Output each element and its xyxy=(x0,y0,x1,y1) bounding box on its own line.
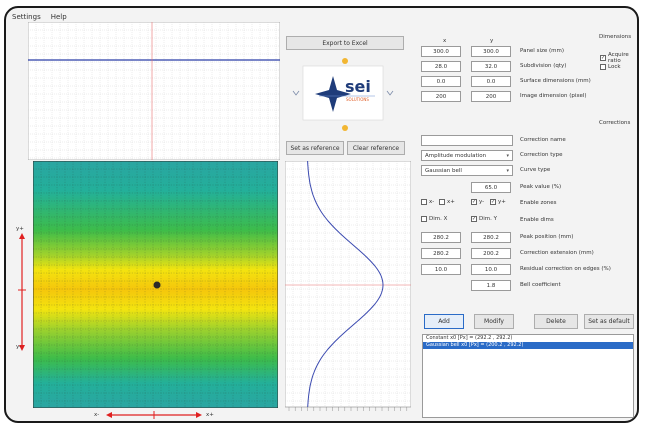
correction-name-label: Correction name xyxy=(520,137,566,143)
logo-subtext: SOLUTIONS xyxy=(346,97,369,102)
app-window: Settings Help xyxy=(4,6,639,423)
peak-value-field[interactable]: 65.0 xyxy=(471,182,511,193)
checkbox-icon xyxy=(439,199,445,205)
zone-y-minus-checkbox[interactable]: ✓ y- xyxy=(471,199,484,205)
x-axis-arrow xyxy=(106,411,202,419)
peak-value-label: Peak value (%) xyxy=(520,184,562,190)
dim-x-label: Dim. X xyxy=(429,216,448,222)
checkbox-icon xyxy=(600,64,606,70)
set-as-default-button[interactable]: Set as default xyxy=(584,314,634,329)
dim-y-field-2[interactable]: 0.0 xyxy=(471,76,511,87)
dim-y-field-1[interactable]: 32.0 xyxy=(471,61,511,72)
clear-reference-button[interactable]: Clear reference xyxy=(347,141,405,155)
dim-y-checkbox[interactable]: ✓ Dim. Y xyxy=(471,216,497,222)
zone-x-minus-label: x- xyxy=(429,199,435,205)
list-item[interactable]: Constant x0 [Px] = (292.2 , 292.2) xyxy=(426,335,513,341)
chevron-down-icon: ▾ xyxy=(506,167,509,174)
menu-help[interactable]: Help xyxy=(50,13,67,21)
checkbox-checked-icon: ✓ xyxy=(471,199,477,205)
y-axis-arrow xyxy=(18,233,26,351)
menu-bar: Settings Help xyxy=(12,10,67,24)
bell-coefficient-label: Bell coefficient xyxy=(520,282,561,288)
residual-label: Residual correction on edges (%) xyxy=(520,266,611,272)
acquire-ratio-checkbox[interactable]: ✓ Acquire ratio xyxy=(600,52,637,64)
logo-text: sei xyxy=(345,77,371,96)
zone-x-plus-checkbox[interactable]: x+ xyxy=(439,199,455,205)
add-button[interactable]: Add xyxy=(424,314,464,329)
checkbox-checked-icon: ✓ xyxy=(600,55,606,61)
list-item-selected[interactable]: Gaussian bell x0 [Px] = (200.2 , 292.2) xyxy=(423,342,633,349)
dim-y-field-3[interactable]: 200 xyxy=(471,91,511,102)
dim-y-field-0[interactable]: 300.0 xyxy=(471,46,511,57)
dimensions-section-title: Dimensions xyxy=(599,34,632,40)
peak-marker xyxy=(153,281,161,289)
column-y-header: y xyxy=(490,38,494,44)
set-as-reference-button[interactable]: Set as reference xyxy=(286,141,344,155)
extension-label: Correction extension (mm) xyxy=(520,250,594,256)
residual-y-field[interactable]: 10.0 xyxy=(471,264,511,275)
lock-checkbox[interactable]: Lock xyxy=(600,64,621,70)
correction-type-value: Amplitude modulation xyxy=(425,152,487,159)
dim-x-field-3[interactable]: 200 xyxy=(421,91,461,102)
extension-x-field[interactable]: 280.2 xyxy=(421,248,461,259)
x-minus-label: x- xyxy=(94,412,100,418)
dim-x-field-1[interactable]: 28.0 xyxy=(421,61,461,72)
curve-type-select[interactable]: Gaussian bell ▾ xyxy=(421,165,513,176)
profile-plot xyxy=(285,161,411,411)
chevron-right-icon xyxy=(386,90,394,96)
y-plus-label: y+ xyxy=(16,226,24,232)
peak-position-x-field[interactable]: 280.2 xyxy=(421,232,461,243)
heatmap xyxy=(33,161,278,408)
x-plus-label: x+ xyxy=(206,412,214,418)
checkbox-icon xyxy=(421,216,427,222)
dim-label-1: Subdivision (qty) xyxy=(520,63,567,69)
residual-x-field[interactable]: 10.0 xyxy=(421,264,461,275)
company-logo: sei SOLUTIONS xyxy=(292,58,394,131)
correction-type-select[interactable]: Amplitude modulation ▾ xyxy=(421,150,513,161)
peak-position-y-field[interactable]: 280.2 xyxy=(471,232,511,243)
dim-x-field-0[interactable]: 300.0 xyxy=(421,46,461,57)
zone-y-plus-checkbox[interactable]: ✓ y+ xyxy=(490,199,506,205)
export-to-excel-button[interactable]: Export to Excel xyxy=(286,36,404,50)
dim-label-0: Panel size (mm) xyxy=(520,48,565,54)
peak-position-label: Peak position (mm) xyxy=(520,234,574,240)
modify-button[interactable]: Modify xyxy=(474,314,514,329)
curve-type-label: Curve type xyxy=(520,167,551,173)
correction-name-input[interactable] xyxy=(421,135,513,146)
dim-label-2: Surface dimensions (mm) xyxy=(520,78,591,84)
enable-zones-label: Enable zones xyxy=(520,200,557,206)
dim-y-label: Dim. Y xyxy=(479,216,497,222)
dim-x-field-2[interactable]: 0.0 xyxy=(421,76,461,87)
enable-dims-label: Enable dims xyxy=(520,217,554,223)
curve-type-value: Gaussian bell xyxy=(425,167,462,174)
zone-y-minus-label: y- xyxy=(479,199,485,205)
delete-button[interactable]: Delete xyxy=(534,314,578,329)
zone-x-plus-label: x+ xyxy=(447,199,455,205)
checkbox-icon xyxy=(421,199,427,205)
zone-x-minus-checkbox[interactable]: x- xyxy=(421,199,434,205)
zone-y-plus-label: y+ xyxy=(498,199,506,205)
column-x-header: x xyxy=(443,38,447,44)
menu-settings[interactable]: Settings xyxy=(12,13,41,21)
corrections-section-title: Corrections xyxy=(599,120,631,126)
corrections-list[interactable]: Constant x0 [Px] = (292.2 , 292.2) Gauss… xyxy=(422,334,634,418)
dim-x-checkbox[interactable]: Dim. X xyxy=(421,216,447,222)
y-minus-label: y- xyxy=(16,344,22,350)
lock-label: Lock xyxy=(608,64,621,70)
checkbox-checked-icon: ✓ xyxy=(471,216,477,222)
acquire-ratio-label: Acquire ratio xyxy=(608,52,629,64)
correction-type-label: Correction type xyxy=(520,152,563,158)
bell-coefficient-field[interactable]: 1.8 xyxy=(471,280,511,291)
dim-label-3: Image dimension (pixel) xyxy=(520,93,587,99)
top-grid-plot xyxy=(28,22,280,160)
extension-y-field[interactable]: 200.2 xyxy=(471,248,511,259)
chevron-left-icon xyxy=(292,90,300,96)
chevron-down-icon: ▾ xyxy=(506,152,509,159)
checkbox-checked-icon: ✓ xyxy=(490,199,496,205)
